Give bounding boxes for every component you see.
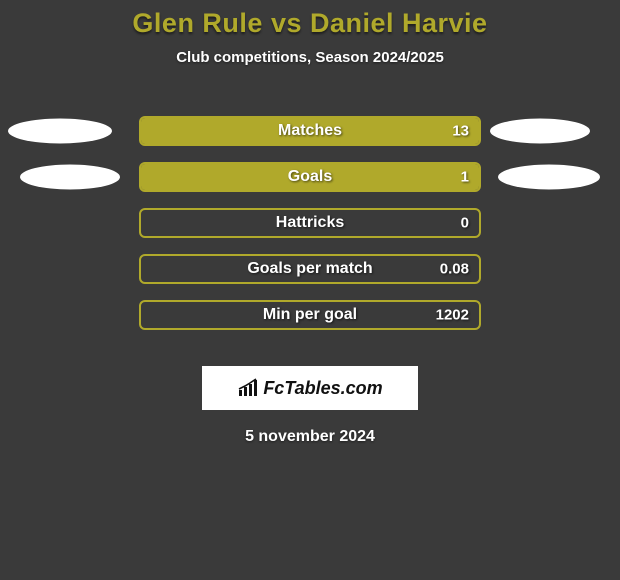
bar-label: Hattricks xyxy=(276,214,344,232)
side-ellipse xyxy=(498,165,600,190)
stat-bar: Matches 13 xyxy=(139,116,481,146)
bar-label: Goals xyxy=(288,168,332,186)
stats-container: Matches 13 Goals 1 Hattricks 0 Goals per match… xyxy=(0,108,620,338)
bar-value: 0 xyxy=(461,215,469,232)
stat-bar: Hattricks 0 xyxy=(139,208,481,238)
side-ellipse xyxy=(20,165,120,190)
side-ellipse xyxy=(8,119,112,144)
brand-chart-icon xyxy=(237,378,259,398)
subtitle: Club competitions, Season 2024/2025 xyxy=(0,49,620,66)
bar-label: Min per goal xyxy=(263,306,357,324)
stat-bar: Min per goal 1202 xyxy=(139,300,481,330)
stat-row: Hattricks 0 xyxy=(0,200,620,246)
date-text: 5 november 2024 xyxy=(0,428,620,446)
stat-row: Goals per match 0.08 xyxy=(0,246,620,292)
bar-value: 1202 xyxy=(436,307,469,324)
stat-row: Goals 1 xyxy=(0,154,620,200)
bar-label: Goals per match xyxy=(247,260,372,278)
bar-value: 1 xyxy=(461,169,469,186)
stat-row: Min per goal 1202 xyxy=(0,292,620,338)
brand-text: FcTables.com xyxy=(263,378,382,399)
stat-bar: Goals per match 0.08 xyxy=(139,254,481,284)
page-title: Glen Rule vs Daniel Harvie xyxy=(0,0,620,39)
bar-value: 13 xyxy=(452,123,469,140)
stat-bar: Goals 1 xyxy=(139,162,481,192)
brand-box: FcTables.com xyxy=(202,366,418,410)
bar-label: Matches xyxy=(278,122,342,140)
stat-row: Matches 13 xyxy=(0,108,620,154)
side-ellipse xyxy=(490,119,590,144)
bar-value: 0.08 xyxy=(440,261,469,278)
